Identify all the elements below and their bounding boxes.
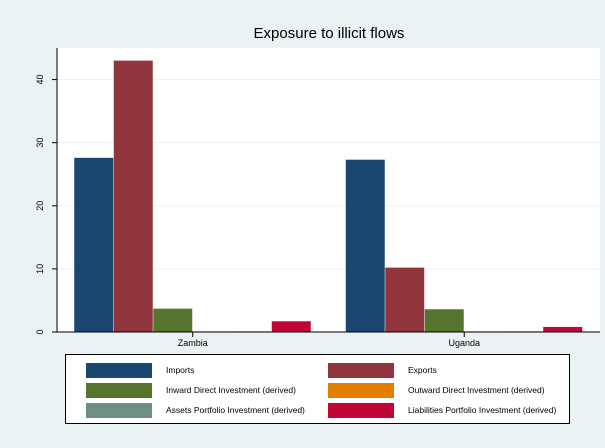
- x-tick-label: Uganda: [448, 338, 480, 348]
- legend-item: Liabilities Portfolio Investment (derive…: [328, 401, 556, 419]
- bar: [113, 60, 153, 332]
- legend-label: Outward Direct Investment (derived): [408, 385, 545, 395]
- legend-label: Exports: [408, 365, 437, 375]
- legend-item: Assets Portfolio Investment (derived): [86, 401, 305, 419]
- bar: [153, 308, 193, 332]
- legend-item: Exports: [328, 361, 437, 379]
- legend-swatch: [328, 382, 394, 398]
- y-tick-label: 40: [35, 75, 45, 85]
- legend-item: Outward Direct Investment (derived): [328, 381, 545, 399]
- x-tick-label: Zambia: [178, 338, 208, 348]
- bar: [424, 309, 464, 332]
- bar: [271, 321, 311, 332]
- legend-swatch: [86, 362, 152, 378]
- legend-label: Liabilities Portfolio Investment (derive…: [408, 405, 557, 415]
- y-tick-label: 10: [35, 264, 45, 274]
- y-tick-label: 0: [35, 329, 45, 334]
- legend-label: Assets Portfolio Investment (derived): [166, 405, 305, 415]
- legend-swatch: [328, 402, 394, 418]
- legend: Imports Exports Inward Direct Investment (…: [65, 354, 570, 424]
- legend-swatch: [328, 362, 394, 378]
- legend-item: Inward Direct Investment (derived): [86, 381, 296, 399]
- y-axis-ticks: 0 10 20 30 40: [35, 75, 57, 335]
- bars: [74, 60, 583, 332]
- bar: [385, 267, 425, 332]
- y-tick-label: 30: [35, 138, 45, 148]
- legend-item: Imports: [86, 361, 194, 379]
- legend-swatch: [86, 382, 152, 398]
- bar: [74, 157, 114, 332]
- legend-label: Imports: [166, 365, 195, 375]
- chart-title: Exposure to illicit flows: [254, 25, 405, 42]
- x-axis-ticks: Zambia Uganda: [178, 332, 480, 348]
- chart-canvas: Exposure to illicit flows 0 10 20 30 40 Zamb…: [35, 25, 600, 348]
- bar: [345, 159, 385, 332]
- legend-label: Inward Direct Investment (derived): [166, 385, 296, 395]
- bar: [543, 326, 583, 332]
- legend-swatch: [86, 402, 152, 418]
- y-tick-label: 20: [35, 201, 45, 211]
